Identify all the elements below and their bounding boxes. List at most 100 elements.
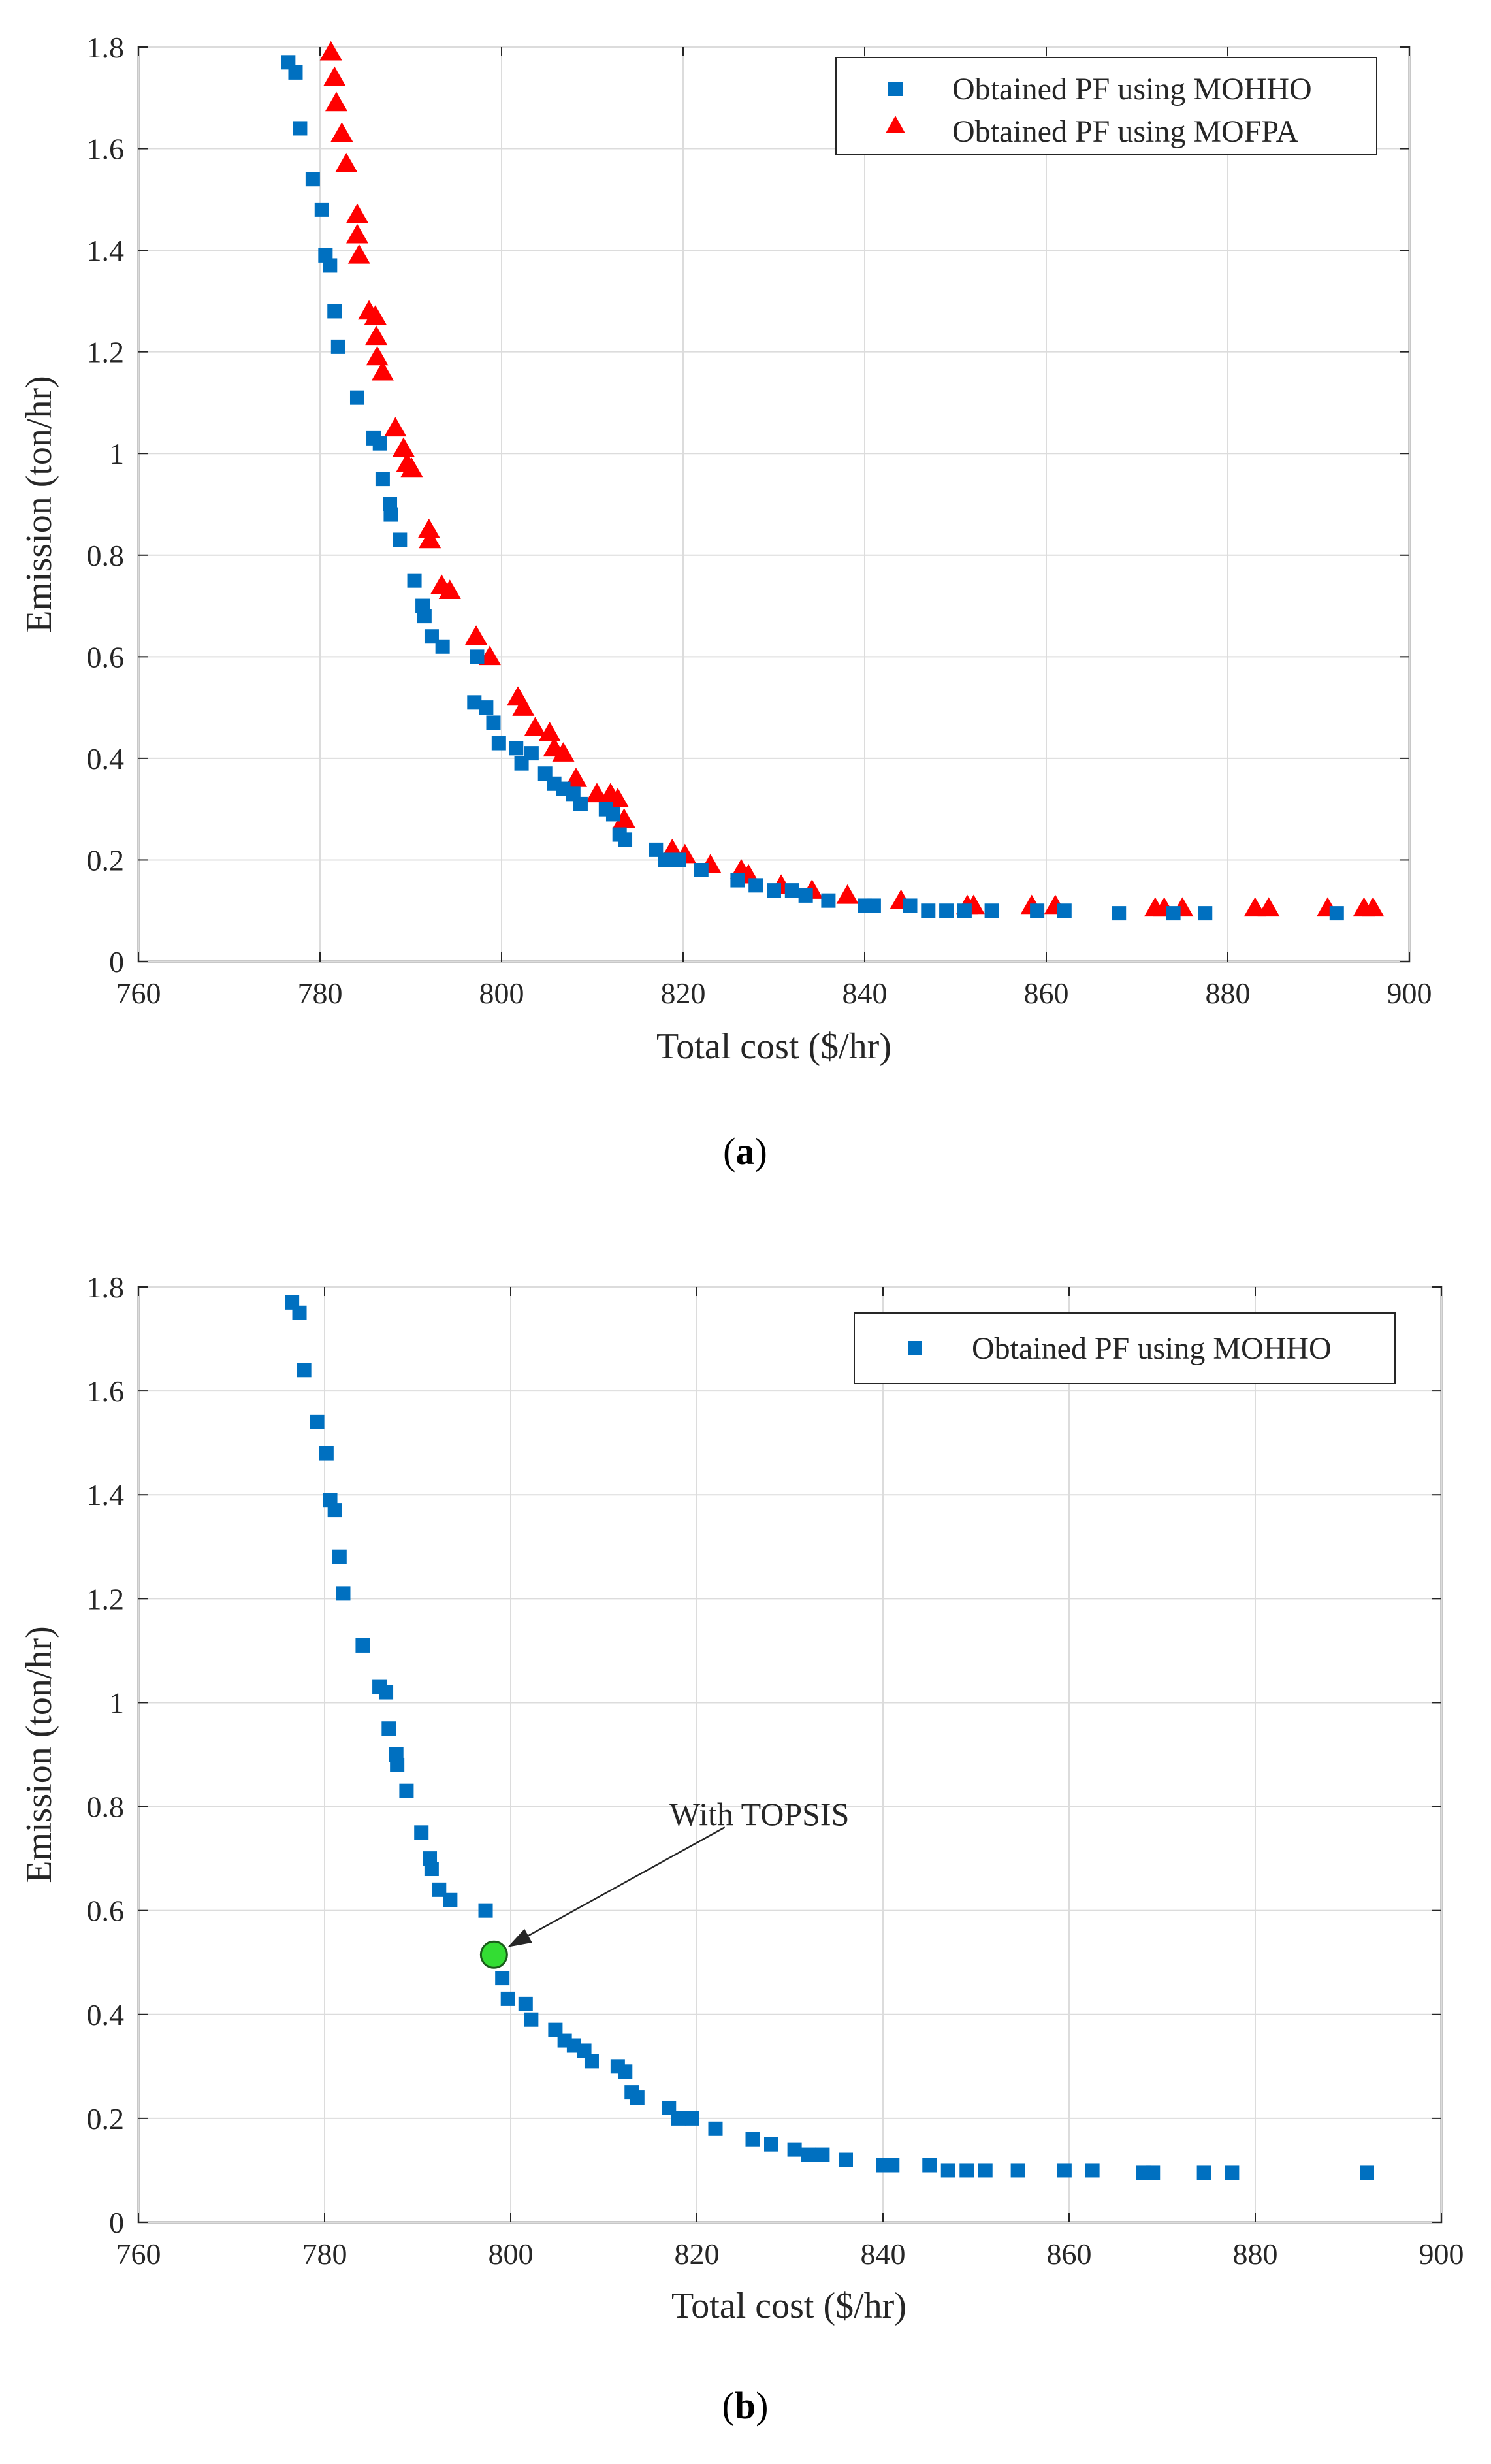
x-tick-label: 780 xyxy=(298,977,343,1010)
data-point-mohho xyxy=(432,1882,447,1897)
data-point-mofpa xyxy=(538,722,561,741)
x-axis-label-b: Total cost ($/hr) xyxy=(671,2286,906,2326)
data-point-mohho xyxy=(573,796,588,811)
data-point-mohho xyxy=(292,1305,307,1320)
data-point-mohho xyxy=(500,1991,515,2006)
data-point-mohho xyxy=(310,1414,325,1429)
legend-a: Obtained PF using MOHHO Obtained PF usin… xyxy=(835,57,1377,155)
data-point-mohho xyxy=(424,629,439,644)
data-point-mohho xyxy=(518,1996,533,2011)
x-tick-label: 900 xyxy=(1387,977,1432,1010)
data-point-mohho xyxy=(978,2163,993,2178)
data-point-mofpa xyxy=(347,244,370,264)
data-point-mohho xyxy=(323,258,338,273)
data-point-mohho xyxy=(584,2054,599,2069)
y-tick-label: 1.4 xyxy=(87,234,125,267)
data-point-mohho xyxy=(959,2163,974,2178)
data-point-mofpa xyxy=(335,152,358,172)
data-point-mohho xyxy=(1030,903,1045,918)
data-point-mohho xyxy=(784,883,799,898)
data-point-mohho xyxy=(327,1503,342,1518)
data-point-mohho xyxy=(658,852,673,867)
grid-b xyxy=(138,1286,1442,2223)
y-tick-label: 0.2 xyxy=(87,2102,125,2135)
data-point-mohho xyxy=(332,1549,347,1564)
legend-marker-mofpa-a xyxy=(886,116,905,133)
data-point-mohho xyxy=(939,903,954,918)
data-point-mofpa xyxy=(836,884,859,904)
data-point-mohho xyxy=(671,2111,686,2126)
data-point-mohho xyxy=(1166,906,1181,921)
data-point-mofpa xyxy=(384,417,407,437)
y-tick-label: 1.8 xyxy=(87,1271,125,1304)
data-point-mohho xyxy=(671,852,686,867)
data-point-mohho xyxy=(684,2111,699,2126)
data-point-mofpa xyxy=(417,518,440,538)
data-point-mohho xyxy=(694,863,709,877)
y-tick-label: 0.4 xyxy=(87,1998,125,2032)
data-point-mofpa xyxy=(1362,897,1385,917)
data-point-mohho xyxy=(375,472,390,487)
data-point-mohho xyxy=(605,807,620,822)
data-point-mohho xyxy=(435,639,450,654)
legend-label-mofpa-a: Obtained PF using MOFPA xyxy=(952,114,1299,149)
data-point-mohho xyxy=(509,741,524,756)
data-point-mohho xyxy=(424,1862,439,1877)
data-point-mohho xyxy=(1198,906,1213,921)
data-point-mohho xyxy=(1085,2163,1100,2178)
topsis-arrowhead xyxy=(507,1928,532,1947)
y-tick-label: 0.8 xyxy=(87,539,125,572)
y-tick-label: 0.2 xyxy=(87,843,125,877)
data-point-mohho xyxy=(708,2121,723,2136)
data-point-mofpa xyxy=(419,528,441,549)
y-tick-label: 1.8 xyxy=(87,31,125,64)
y-tick-label: 0.6 xyxy=(87,640,125,673)
data-point-mofpa xyxy=(524,717,547,736)
topsis-arrow-line xyxy=(524,1826,726,1939)
data-point-mohho xyxy=(730,873,745,888)
data-point-mofpa xyxy=(364,305,387,325)
x-axis-label-a: Total cost ($/hr) xyxy=(656,1026,891,1067)
x-tick-label: 760 xyxy=(116,2237,161,2271)
data-point-mohho xyxy=(630,2090,645,2105)
data-point-mohho xyxy=(745,2132,760,2147)
data-point-mohho xyxy=(1112,906,1127,921)
data-point-mohho xyxy=(524,2012,539,2027)
topsis-annotation: With TOPSIS xyxy=(507,1796,849,1947)
data-point-mofpa xyxy=(325,91,348,112)
data-point-mohho xyxy=(478,1903,493,1918)
x-tick-label: 800 xyxy=(479,977,524,1010)
y-tick-label: 0.6 xyxy=(87,1894,125,1928)
data-point-mohho xyxy=(524,746,539,761)
data-point-mohho xyxy=(349,390,364,405)
y-tick-label: 0 xyxy=(109,945,124,979)
x-tick-label: 820 xyxy=(661,977,706,1010)
data-point-mofpa xyxy=(319,41,342,61)
x-tick-label: 800 xyxy=(489,2237,534,2271)
y-axis-label-a: Emission (ton/hr) xyxy=(19,376,59,633)
data-point-mohho xyxy=(1146,2165,1161,2180)
y-tick-label: 1.2 xyxy=(87,1582,125,1615)
data-point-mohho xyxy=(336,1586,351,1601)
data-point-mohho xyxy=(355,1638,370,1653)
y-tick-label: 1 xyxy=(109,437,124,470)
data-point-mohho xyxy=(495,1971,510,1986)
data-point-mohho xyxy=(839,2152,853,2167)
x-tick-label: 840 xyxy=(842,977,888,1010)
legend-box-a xyxy=(835,57,1377,155)
data-point-mohho xyxy=(903,898,918,913)
data-point-mofpa xyxy=(366,346,389,366)
data-point-mofpa xyxy=(365,325,388,346)
data-point-mohho xyxy=(467,695,482,710)
data-point-mohho xyxy=(1010,2163,1025,2178)
data-point-mohho xyxy=(1225,2165,1240,2180)
x-tick-label: 900 xyxy=(1419,2237,1464,2271)
x-tick-label: 760 xyxy=(116,977,161,1010)
data-point-mohho xyxy=(1057,903,1072,918)
data-point-mohho xyxy=(479,700,494,715)
data-point-mofpa xyxy=(465,625,488,645)
data-point-mofpa xyxy=(330,122,353,142)
data-point-mohho xyxy=(1057,2163,1072,2178)
data-point-mohho xyxy=(1329,906,1344,921)
